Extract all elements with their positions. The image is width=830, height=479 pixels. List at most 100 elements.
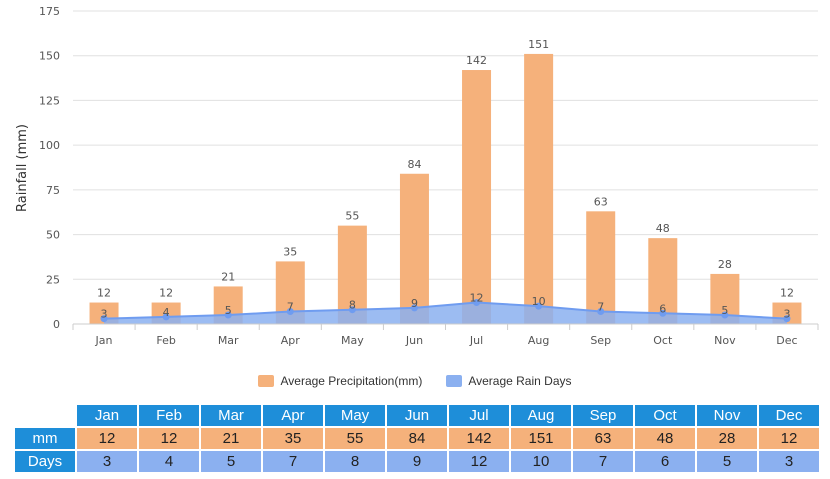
y-tick-label: 125 [39,94,60,107]
rain-days-point [410,304,418,312]
rain-days-data-label: 10 [532,295,546,308]
y-tick-label: 100 [39,139,60,152]
row-header-days: Days [15,451,75,472]
rain-days-data-label: 4 [163,306,170,319]
precipitation-bar [586,211,616,324]
x-tick-label: Sep [590,334,611,347]
y-tick-label: 175 [39,5,60,18]
precipitation-data-label: 28 [718,258,732,271]
rain-days-point [535,302,543,310]
precipitation-data-label: 35 [283,245,297,258]
rain-days-point [783,315,791,323]
mm-cell: 12 [759,428,819,449]
y-tick-label: 0 [53,318,60,331]
days-cell: 4 [139,451,199,472]
x-tick-label: May [341,334,364,347]
precipitation-bar [462,70,492,324]
days-cell: 5 [201,451,261,472]
rain-days-point [162,313,170,321]
rain-days-point [597,307,605,315]
rain-days-point [348,306,356,314]
y-tick-label: 25 [46,273,60,286]
rain-days-area [100,299,791,324]
x-tick-label: Apr [281,334,301,347]
precipitation-bar [399,173,429,324]
mm-cell: 12 [77,428,137,449]
y-axis-title: Rainfall (mm) [15,124,30,212]
month-header: Feb [139,405,199,426]
days-cell: 9 [387,451,447,472]
rain-days-data-label: 7 [287,300,294,313]
y-tick-label: 150 [39,50,60,63]
y-axis-ticks: 0 25 50 75 100 125 150 175 [39,5,60,331]
mm-cell: 12 [139,428,199,449]
x-tick-label: Jun [405,334,423,347]
grid-lines [73,10,818,280]
x-axis-ticks: Jan Feb Mar Apr May Jun Jul Aug Sep Oct Nov Dec [95,334,798,347]
days-cell: 6 [635,451,695,472]
days-cell: 7 [263,451,323,472]
days-cell: 10 [511,451,571,472]
days-cell: 5 [697,451,757,472]
legend-label-rain-days: Average Rain Days [468,374,572,388]
x-tick-label: Mar [218,334,239,347]
mm-cell: 35 [263,428,323,449]
precipitation-data-label: 151 [528,38,549,51]
data-labels: 12 12 21 35 55 84 142 151 63 48 28 12 3 4 5 7 8 9 12 10 7 6 5 3 [97,38,794,321]
chart-legend: Average Precipitation(mm) Average Rain D… [0,372,830,390]
precipitation-data-label: 63 [594,195,608,208]
row-header-mm: mm [15,428,75,449]
precipitation-data-label: 142 [466,54,487,67]
legend-swatch-rain-days [446,375,463,387]
x-tick-label: Jan [95,334,113,347]
rain-days-data-label: 5 [721,304,728,317]
rain-days-point [100,315,108,323]
y-tick-label: 50 [46,229,60,242]
rain-days-data-label: 8 [349,299,356,312]
table-header-row: Jan Feb Mar Apr May Jun Jul Aug Sep Oct … [15,405,819,426]
table-row-mm: mm 12 12 21 35 55 84 142 151 63 48 28 12 [15,428,819,449]
x-tick-label: Oct [653,334,673,347]
legend-item-precipitation[interactable]: Average Precipitation(mm) [258,374,422,388]
month-header: Jan [77,405,137,426]
rain-days-data-label: 12 [470,292,484,305]
month-header: Jun [387,405,447,426]
month-header: Oct [635,405,695,426]
month-header: Jul [449,405,509,426]
mm-cell: 63 [573,428,633,449]
precipitation-data-label: 48 [656,222,670,235]
mm-cell: 151 [511,428,571,449]
rain-days-point [286,307,294,315]
rain-days-data-label: 9 [411,297,418,310]
rain-days-area-fill [104,302,787,324]
x-tick-label: Aug [528,334,549,347]
precipitation-data-label: 12 [97,287,111,300]
rain-days-point [659,309,667,317]
x-tick-label: Dec [776,334,797,347]
rain-days-data-label: 5 [225,304,232,317]
mm-cell: 21 [201,428,261,449]
legend-swatch-precipitation [258,375,275,387]
precipitation-data-label: 55 [345,210,359,223]
days-cell: 7 [573,451,633,472]
precipitation-data-label: 12 [159,287,173,300]
x-tick-label: Jul [469,334,483,347]
precipitation-bars [89,53,802,324]
mm-cell: 142 [449,428,509,449]
days-cell: 12 [449,451,509,472]
legend-item-rain-days[interactable]: Average Rain Days [446,374,572,388]
rain-days-data-label: 3 [783,308,790,321]
month-header: Sep [573,405,633,426]
rain-days-point [224,311,232,319]
precipitation-bar [524,53,554,324]
days-cell: 3 [759,451,819,472]
precipitation-data-label: 84 [407,158,421,171]
month-header: May [325,405,385,426]
rain-days-point [473,299,481,307]
month-header: Nov [697,405,757,426]
days-cell: 8 [325,451,385,472]
mm-cell: 84 [387,428,447,449]
rain-days-data-label: 6 [659,302,666,315]
precipitation-data-label: 21 [221,270,235,283]
mm-cell: 28 [697,428,757,449]
